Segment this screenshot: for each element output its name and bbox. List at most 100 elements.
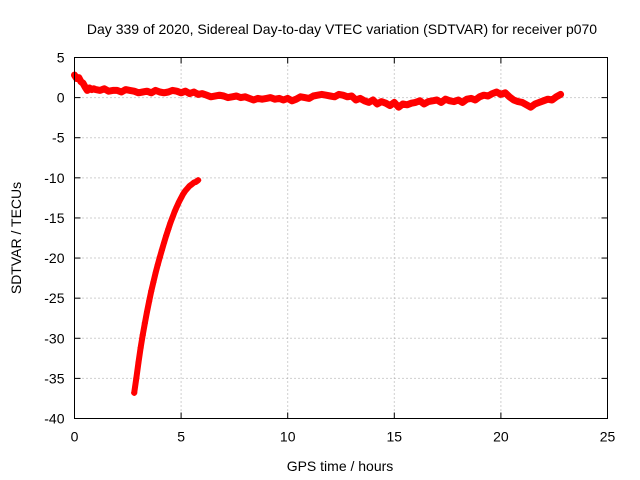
data-point <box>395 104 402 111</box>
data-point <box>148 287 155 294</box>
data-point <box>92 86 99 93</box>
data-point <box>131 389 138 396</box>
data-point <box>557 91 564 98</box>
y-tick-label: -20 <box>44 250 64 266</box>
data-point <box>173 203 180 210</box>
data-point <box>135 89 142 96</box>
data-point <box>122 86 129 93</box>
data-point <box>178 194 185 201</box>
data-point <box>152 270 159 277</box>
data-point <box>80 80 87 87</box>
data-point <box>493 88 500 95</box>
data-point <box>229 93 236 100</box>
data-point <box>421 101 428 108</box>
data-point <box>399 101 406 108</box>
data-point <box>158 247 165 254</box>
data-point <box>438 99 445 106</box>
data-point <box>344 93 351 100</box>
data-point <box>455 97 462 104</box>
x-tick-label: 25 <box>600 429 616 445</box>
data-point <box>348 93 355 100</box>
data-point <box>357 95 364 102</box>
data-point <box>446 97 453 104</box>
data-point <box>284 95 291 102</box>
data-point <box>527 104 534 111</box>
data-point <box>186 90 193 97</box>
data-point <box>429 97 436 104</box>
data-point <box>310 93 317 100</box>
y-tick-label: -10 <box>44 170 64 186</box>
data-point <box>382 100 389 107</box>
y-tick-label: -5 <box>52 130 65 146</box>
data-point <box>118 88 125 95</box>
data-point <box>335 91 342 98</box>
data-point <box>480 92 487 99</box>
data-point <box>314 92 321 99</box>
data-point <box>182 88 189 95</box>
data-point <box>280 97 287 104</box>
data-point <box>154 262 161 269</box>
chart-title: Day 339 of 2020, Sidereal Day-to-day VTE… <box>87 21 597 37</box>
data-point <box>433 97 440 104</box>
data-point <box>220 93 227 100</box>
plot-frame <box>74 57 608 419</box>
data-point <box>148 89 155 96</box>
data-point <box>502 89 509 96</box>
x-tick-label: 5 <box>177 429 185 445</box>
data-point <box>101 85 108 92</box>
data-point <box>114 87 121 94</box>
data-point <box>161 239 168 246</box>
data-point <box>361 97 368 104</box>
x-tick-label: 15 <box>387 429 403 445</box>
data-point <box>173 88 180 95</box>
data-point <box>180 190 187 197</box>
data-point <box>75 74 82 81</box>
data-point <box>327 93 334 100</box>
y-tick-label: -30 <box>44 330 64 346</box>
grid-lines <box>74 57 608 419</box>
data-point <box>323 92 330 99</box>
data-point <box>532 101 539 108</box>
data-point <box>169 214 176 221</box>
data-point <box>146 298 153 305</box>
axis-ticks: 5 0 -5 -10 -15 -20 -25 -30 -35 -40 0 5 10 15 20 25 <box>44 50 615 445</box>
data-point <box>199 90 206 97</box>
data-point <box>387 102 394 109</box>
data-point <box>544 96 551 103</box>
data-point <box>178 89 185 96</box>
data-point <box>408 100 415 107</box>
data-point <box>514 98 521 105</box>
data-point <box>216 92 223 99</box>
data-point <box>340 92 347 99</box>
data-point <box>175 198 182 205</box>
data-point <box>137 344 144 351</box>
data-point <box>263 95 270 102</box>
x-tick-label: 10 <box>280 429 296 445</box>
data-point <box>553 93 560 100</box>
data-point <box>425 98 432 105</box>
data-point <box>267 94 274 101</box>
data-point <box>165 88 172 95</box>
data-point <box>150 279 157 286</box>
data-point <box>163 232 170 239</box>
data-point <box>271 96 278 103</box>
data-point <box>156 88 163 95</box>
data-point <box>450 98 457 105</box>
data-point <box>259 96 266 103</box>
data-point <box>97 87 104 94</box>
data-point <box>463 96 470 103</box>
data-point <box>167 219 174 226</box>
data-point <box>416 97 423 104</box>
data-point <box>549 97 556 104</box>
data-point <box>225 94 232 101</box>
data-point <box>365 99 372 106</box>
y-tick-label: -25 <box>44 290 64 306</box>
series-trace <box>131 177 202 396</box>
data-point <box>143 88 150 95</box>
data-point <box>246 95 253 102</box>
data-point <box>169 87 176 94</box>
data-point <box>369 97 376 104</box>
y-tick-label: -35 <box>44 370 64 386</box>
data-point <box>165 226 172 233</box>
